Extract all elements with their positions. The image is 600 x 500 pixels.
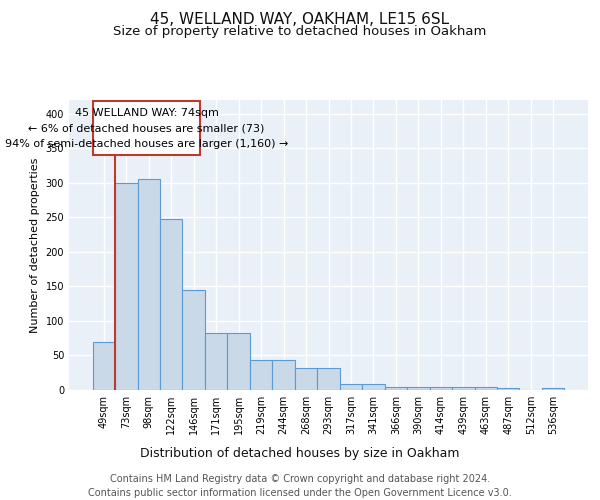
Bar: [452, 386, 475, 390]
Bar: [475, 386, 497, 390]
Bar: [160, 219, 182, 390]
Bar: [340, 384, 362, 390]
Text: 45, WELLAND WAY, OAKHAM, LE15 6SL: 45, WELLAND WAY, OAKHAM, LE15 6SL: [151, 12, 449, 28]
Bar: [407, 386, 430, 390]
Text: Contains HM Land Registry data © Crown copyright and database right 2024.
Contai: Contains HM Land Registry data © Crown c…: [88, 474, 512, 498]
Bar: [205, 332, 227, 390]
Bar: [182, 290, 205, 390]
Bar: [272, 360, 295, 390]
Bar: [137, 180, 160, 390]
Bar: [92, 102, 200, 155]
Bar: [385, 386, 407, 390]
Bar: [542, 388, 565, 390]
Text: Distribution of detached houses by size in Oakham: Distribution of detached houses by size …: [140, 448, 460, 460]
Bar: [497, 388, 520, 390]
Text: 45 WELLAND WAY: 74sqm
← 6% of detached houses are smaller (73)
94% of semi-detac: 45 WELLAND WAY: 74sqm ← 6% of detached h…: [5, 108, 288, 149]
Bar: [430, 386, 452, 390]
Bar: [250, 360, 272, 390]
Text: Size of property relative to detached houses in Oakham: Size of property relative to detached ho…: [113, 25, 487, 38]
Bar: [295, 368, 317, 390]
Bar: [115, 183, 137, 390]
Bar: [362, 384, 385, 390]
Bar: [92, 342, 115, 390]
Y-axis label: Number of detached properties: Number of detached properties: [30, 158, 40, 332]
Bar: [227, 332, 250, 390]
Bar: [317, 368, 340, 390]
